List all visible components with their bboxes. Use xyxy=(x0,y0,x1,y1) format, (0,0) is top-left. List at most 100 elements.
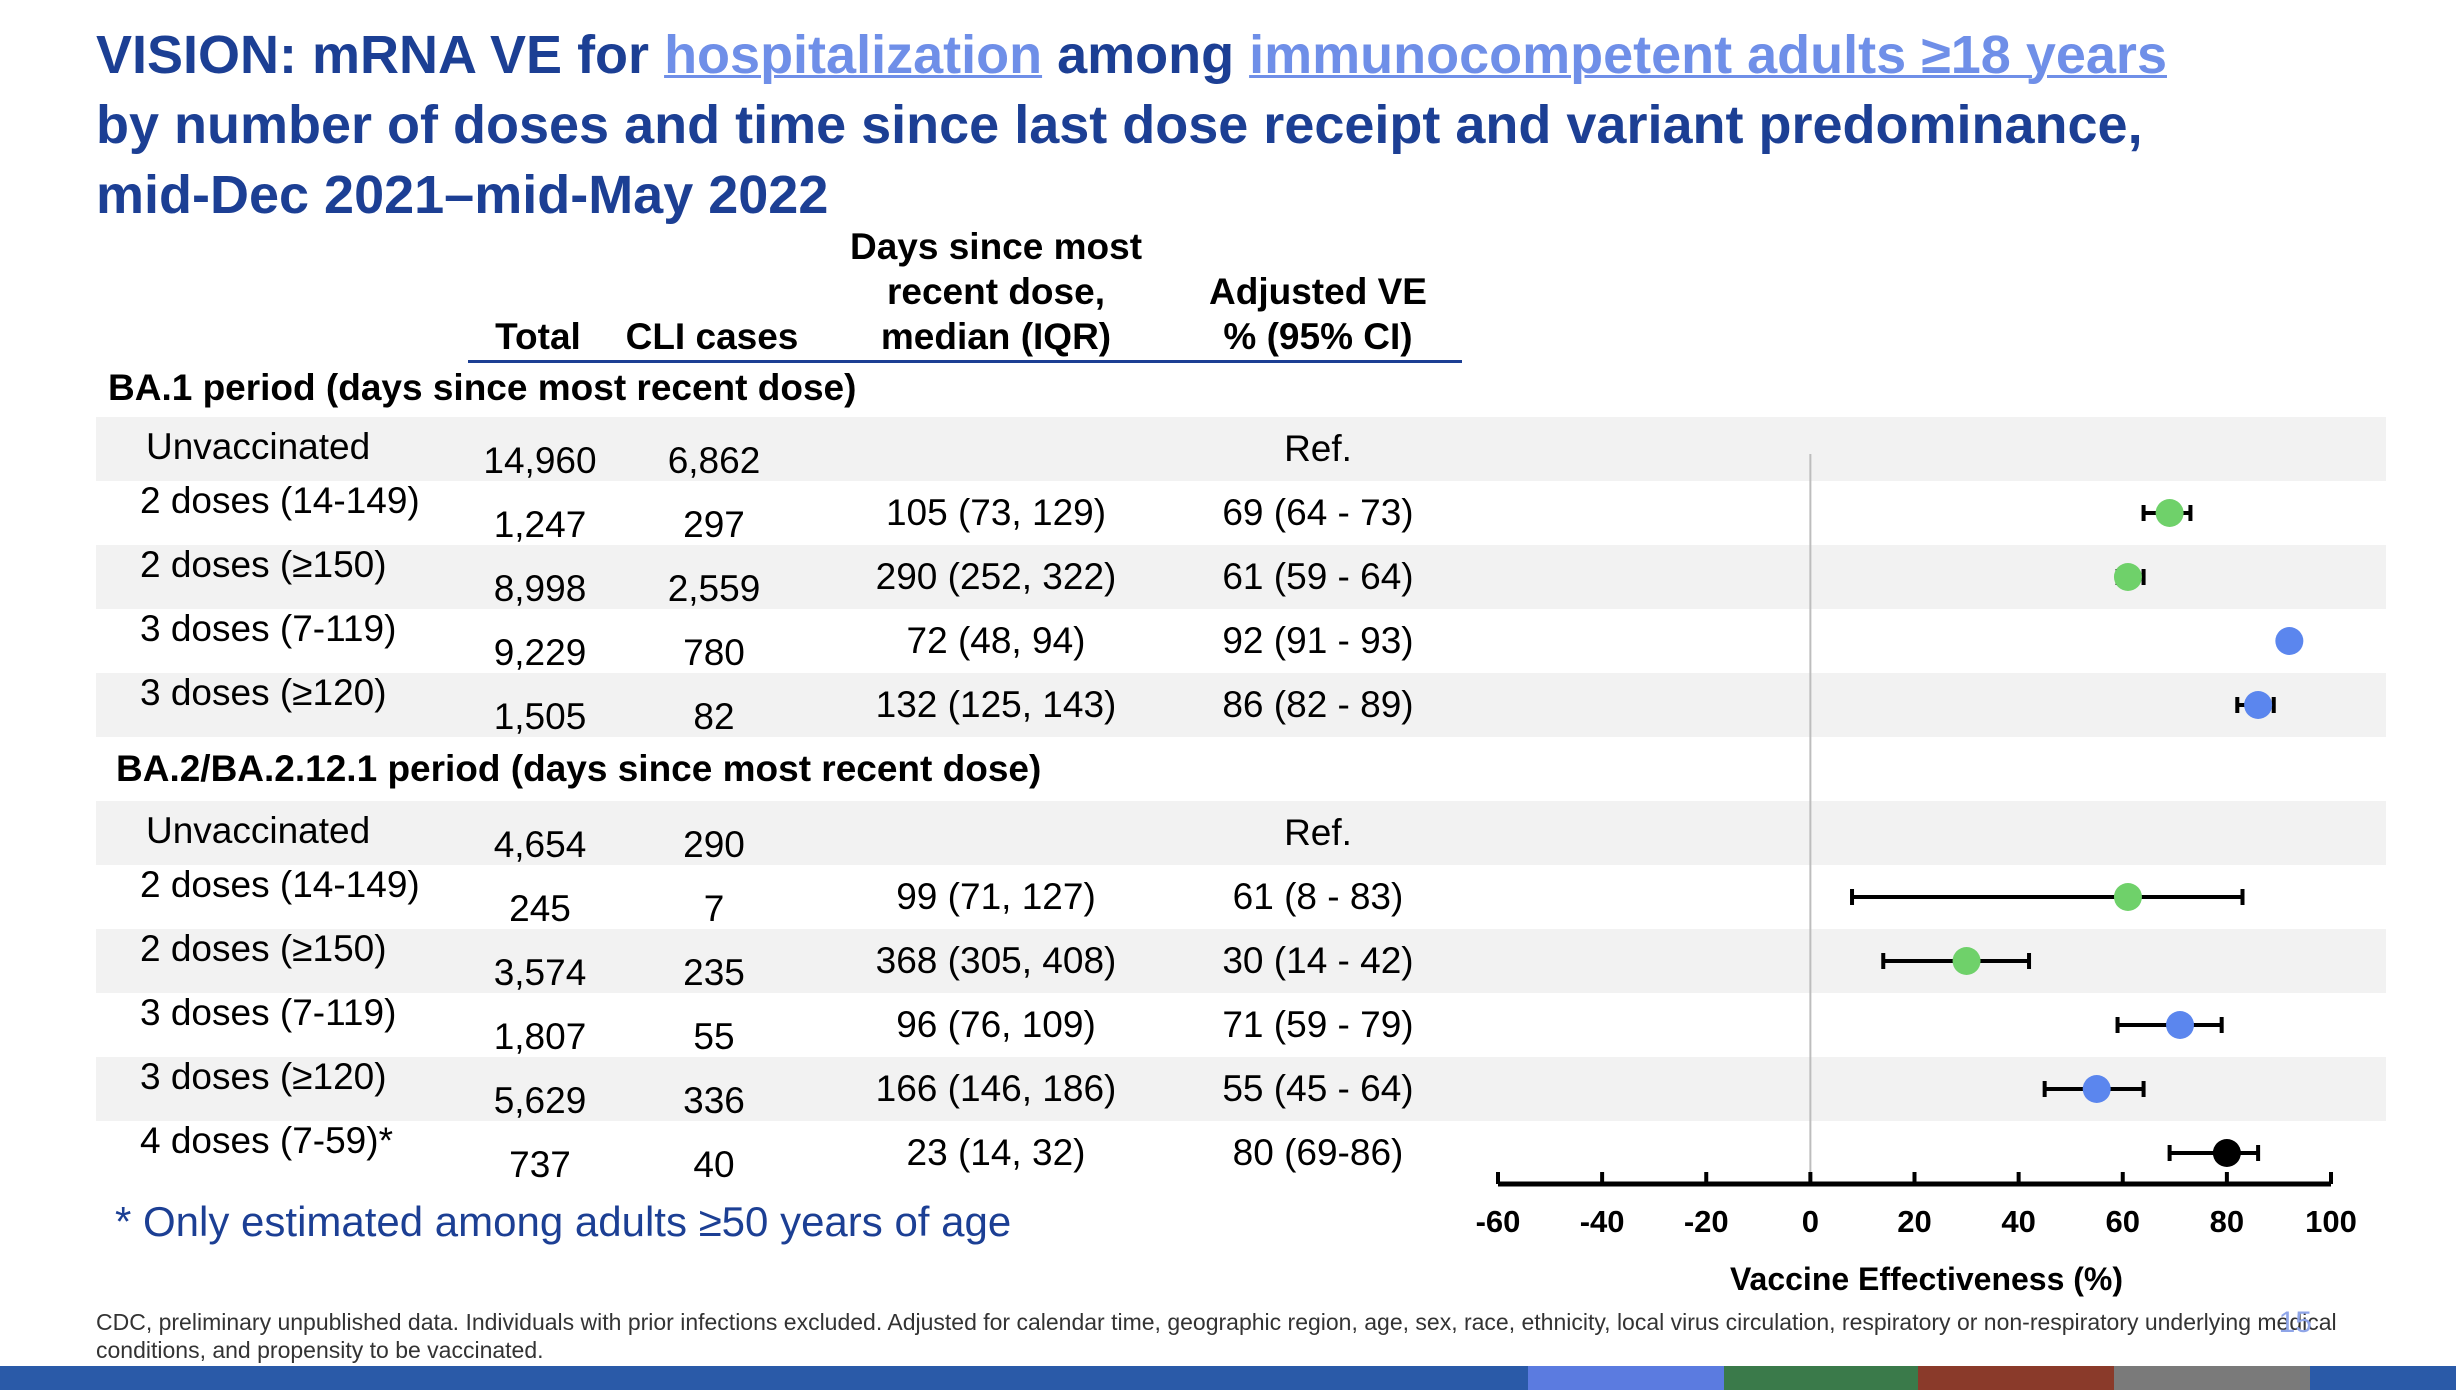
cell-days-median: 99 (71, 127) xyxy=(896,876,1096,917)
cell-days-median: 23 (14, 32) xyxy=(906,1132,1086,1173)
cell-days-median: 105 (73, 129) xyxy=(885,492,1107,533)
cell-cli-cases: 297 xyxy=(683,504,745,545)
row-label: Unvaccinated xyxy=(146,810,371,851)
bar-segment-4 xyxy=(1918,1366,2114,1390)
row-label: 2 doses (14-149) xyxy=(140,864,420,905)
cell-cli-cases: 82 xyxy=(693,696,735,737)
header-days-line-3: median (IQR) xyxy=(880,316,1112,357)
cell-adjusted-ve: 61 (8 - 83) xyxy=(1232,876,1404,917)
bar-segment-3 xyxy=(1724,1366,1918,1390)
ve-point xyxy=(2155,499,2184,527)
title-line-3: mid-Dec 2021–mid-May 2022 xyxy=(96,165,829,225)
cell-cli-cases: 40 xyxy=(693,1144,735,1185)
ve-point xyxy=(2275,627,2304,655)
cell-total: 245 xyxy=(509,888,571,929)
bottom-color-bar xyxy=(0,1366,2456,1390)
cell-total: 1,505 xyxy=(493,696,587,737)
source-note: CDC, preliminary unpublished data. Indiv… xyxy=(96,1309,2337,1363)
header-total: Total xyxy=(495,316,581,357)
row-label: 2 doses (≥150) xyxy=(140,544,387,585)
cell-total: 14,960 xyxy=(483,440,597,481)
row-band xyxy=(96,1057,2386,1121)
bar-segment-1 xyxy=(0,1366,1528,1390)
row-band xyxy=(96,417,2386,481)
header-ve-line-1: Adjusted VE xyxy=(1209,271,1427,312)
row-label: 2 doses (≥150) xyxy=(140,928,387,969)
cell-days-median: 72 (48, 94) xyxy=(906,620,1086,661)
ve-point xyxy=(2113,883,2142,911)
ve-point xyxy=(2244,691,2273,719)
cell-adjusted-ve: Ref. xyxy=(1284,428,1352,469)
cell-adjusted-ve: Ref. xyxy=(1284,812,1352,853)
x-tick-label: 20 xyxy=(1897,1204,1931,1239)
header-adjusted-ve: Adjusted VE % (95% CI) xyxy=(1168,269,1468,359)
row-band xyxy=(96,801,2386,865)
cell-total: 3,574 xyxy=(493,952,587,993)
header-days-line-1: Days since most xyxy=(849,226,1143,267)
header-ve-line-2: % (95% CI) xyxy=(1223,316,1413,357)
row-label: 3 doses (7-119) xyxy=(140,992,397,1033)
bar-segment-5 xyxy=(2114,1366,2310,1390)
cell-total: 8,998 xyxy=(493,568,587,609)
header-days-line-2: recent dose, xyxy=(887,271,1105,312)
ve-point xyxy=(2113,563,2142,591)
period-heading: BA.2/BA.2.12.1 period (days since most r… xyxy=(116,748,1042,789)
x-tick-label: 80 xyxy=(2210,1204,2244,1239)
cell-days-median: 290 (252, 322) xyxy=(875,556,1117,597)
cell-adjusted-ve: 86 (82 - 89) xyxy=(1222,684,1414,725)
row-label: 2 doses (14-149) xyxy=(140,480,420,521)
cell-cli-cases: 6,862 xyxy=(667,440,761,481)
cell-adjusted-ve: 69 (64 - 73) xyxy=(1222,492,1414,533)
cell-adjusted-ve: 71 (59 - 79) xyxy=(1222,1004,1414,1045)
cell-cli-cases: 290 xyxy=(683,824,745,865)
ve-point xyxy=(2166,1011,2195,1039)
cell-cli-cases: 7 xyxy=(703,888,725,929)
title-middle: among xyxy=(1042,25,1250,85)
row-label: 3 doses (≥120) xyxy=(140,1056,387,1097)
cell-total: 1,247 xyxy=(493,504,587,545)
x-tick-label: -60 xyxy=(1476,1204,1521,1239)
period-heading: BA.1 period (days since most recent dose… xyxy=(108,367,857,408)
x-tick-label: 40 xyxy=(2001,1204,2035,1239)
cell-cli-cases: 336 xyxy=(683,1080,745,1121)
row-label: Unvaccinated xyxy=(146,426,371,467)
bar-segment-6 xyxy=(2310,1366,2456,1390)
title-line-2: by number of doses and time since last d… xyxy=(96,95,2143,155)
hospitalization-link[interactable]: hospitalization xyxy=(664,25,1043,85)
slide-number: 15 xyxy=(2278,1306,2312,1339)
ve-point xyxy=(2082,1075,2111,1103)
cell-total: 5,629 xyxy=(493,1080,587,1121)
ve-point xyxy=(1952,947,1981,975)
x-tick-label: 60 xyxy=(2106,1204,2140,1239)
x-tick-label: 100 xyxy=(2305,1204,2357,1239)
cell-adjusted-ve: 55 (45 - 64) xyxy=(1222,1068,1414,1109)
row-label: 3 doses (≥120) xyxy=(140,672,387,713)
cell-days-median: 132 (125, 143) xyxy=(875,684,1117,725)
bar-segment-2 xyxy=(1528,1366,1724,1390)
cell-total: 737 xyxy=(509,1144,571,1185)
cell-total: 9,229 xyxy=(493,632,587,673)
cell-total: 4,654 xyxy=(493,824,587,865)
row-band xyxy=(96,673,2386,737)
ve-point xyxy=(2212,1139,2241,1167)
cell-adjusted-ve: 30 (14 - 42) xyxy=(1222,940,1414,981)
cell-days-median: 368 (305, 408) xyxy=(875,940,1117,981)
title-prefix: VISION: mRNA VE for xyxy=(96,25,665,85)
cell-cli-cases: 2,559 xyxy=(667,568,761,609)
cell-total: 1,807 xyxy=(493,1016,587,1057)
x-tick-label: 0 xyxy=(1802,1204,1819,1239)
x-tick-label: -40 xyxy=(1580,1204,1625,1239)
row-label: 3 doses (7-119) xyxy=(140,608,397,649)
slide-title: VISION: mRNA VE for hospitalization amon… xyxy=(96,20,2396,230)
immunocompetent-adults-link[interactable]: immunocompetent adults ≥18 years xyxy=(1249,25,2167,85)
cell-days-median: 96 (76, 109) xyxy=(896,1004,1096,1045)
cell-adjusted-ve: 80 (69-86) xyxy=(1232,1132,1404,1173)
x-axis-label: Vaccine Effectiveness (%) xyxy=(1730,1261,2123,1297)
cell-days-median: 166 (146, 186) xyxy=(875,1068,1117,1109)
cell-cli-cases: 55 xyxy=(693,1016,735,1057)
header-days-since-dose: Days since most recent dose, median (IQR… xyxy=(816,224,1176,359)
cell-cli-cases: 780 xyxy=(683,632,745,673)
cell-cli-cases: 235 xyxy=(683,952,745,993)
header-cli-cases: CLI cases xyxy=(625,316,799,357)
